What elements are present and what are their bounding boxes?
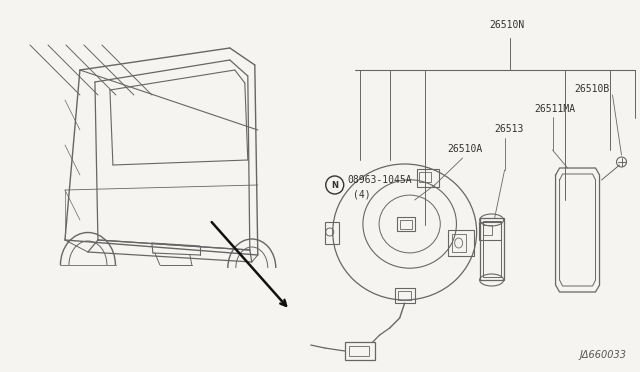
Text: 26510A: 26510A	[447, 144, 483, 154]
Bar	[419, 172, 431, 182]
Bar	[349, 346, 369, 356]
Text: N: N	[332, 180, 338, 189]
Bar	[324, 222, 339, 244]
Bar	[395, 288, 415, 303]
Bar	[345, 342, 374, 360]
Bar	[447, 230, 474, 256]
Bar	[397, 217, 415, 231]
Text: 08963-1045A: 08963-1045A	[348, 175, 412, 185]
Bar	[479, 222, 500, 240]
Bar	[483, 225, 492, 235]
Text: 26510B: 26510B	[575, 84, 610, 94]
Bar	[417, 169, 438, 187]
Text: 26510N: 26510N	[490, 20, 525, 30]
Bar	[397, 291, 411, 300]
Text: JΔ660033: JΔ660033	[580, 350, 627, 360]
Text: 26511MA: 26511MA	[534, 104, 576, 114]
Text: 26513: 26513	[495, 124, 524, 134]
Bar	[452, 234, 466, 252]
Ellipse shape	[363, 180, 456, 268]
Bar	[483, 221, 500, 277]
Bar	[400, 220, 412, 229]
Text: (4): (4)	[353, 189, 371, 199]
Bar	[479, 218, 504, 280]
